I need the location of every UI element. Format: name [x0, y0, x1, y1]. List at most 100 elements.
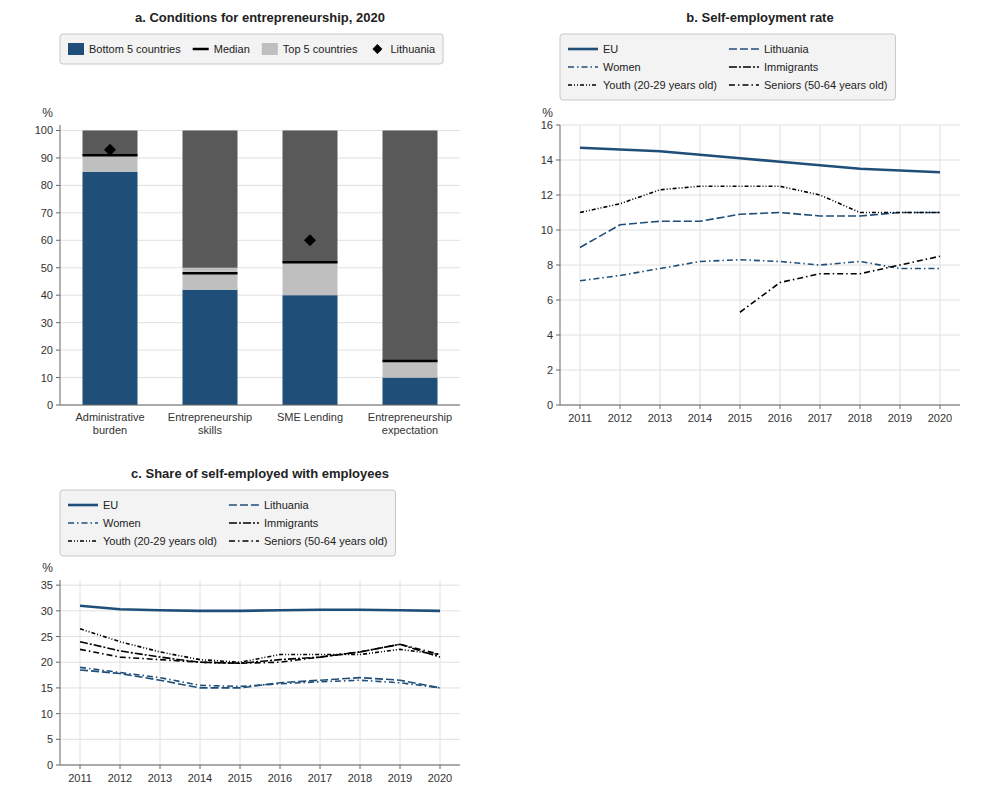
line [80, 667, 440, 688]
tick-label: 2018 [848, 412, 872, 424]
tick-mark [360, 765, 361, 769]
tick-mark [556, 405, 560, 406]
tick-mark [56, 295, 60, 296]
tick-mark [556, 370, 560, 371]
category-label: SME Lending [277, 411, 343, 423]
grid-line [440, 580, 441, 765]
category-label-line: skills [198, 424, 222, 436]
bar [283, 295, 338, 405]
legend-label: Top 5 countries [283, 43, 358, 55]
tick-label: 40 [41, 289, 53, 301]
category-label-line: Entrepreneurship [168, 411, 252, 423]
bar [383, 378, 438, 405]
tick-label: 10 [541, 224, 553, 236]
line [80, 642, 440, 664]
line [80, 644, 440, 663]
tick-label: 35 [41, 579, 53, 591]
grid-line [580, 125, 581, 405]
legend-label: Women [603, 61, 641, 73]
legend-swatch [262, 43, 278, 55]
tick-label: 10 [41, 708, 53, 720]
panel: a. Conditions for entrepreneurship, 2020… [35, 10, 460, 436]
tick-label: 2020 [428, 772, 452, 784]
bar [83, 172, 138, 405]
axis-line [60, 125, 61, 405]
tick-mark [56, 610, 60, 611]
line [580, 213, 940, 248]
bar [283, 130, 338, 262]
legend-label: Bottom 5 countries [89, 43, 181, 55]
legend-label: EU [603, 43, 618, 55]
tick-mark [660, 405, 661, 409]
axis-label: % [542, 106, 553, 120]
tick-label: 2016 [768, 412, 792, 424]
legend-swatch [729, 84, 759, 86]
legend-swatch [68, 504, 98, 507]
marker [104, 144, 116, 156]
tick-label: 15 [41, 682, 53, 694]
legend-box [560, 34, 895, 100]
legend-label: Immigrants [764, 61, 819, 73]
legend-swatch [68, 522, 98, 524]
category-label-line: Entrepreneurship [368, 411, 452, 423]
tick-label: 60 [41, 234, 53, 246]
axis-line [60, 580, 61, 765]
tick-mark [56, 377, 60, 378]
tick-label: 20 [41, 656, 53, 668]
tick-mark [556, 300, 560, 301]
bar [183, 130, 238, 267]
bar [183, 290, 238, 405]
median-line [283, 261, 338, 264]
tick-mark [56, 405, 60, 406]
grid-line [200, 580, 201, 765]
tick-label: 0 [47, 759, 53, 771]
tick-label: 2 [547, 364, 553, 376]
tick-mark [580, 405, 581, 409]
grid-line [240, 580, 241, 765]
tick-label: 70 [41, 207, 53, 219]
tick-label: 2013 [148, 772, 172, 784]
bar [83, 130, 138, 155]
bar [283, 262, 338, 295]
legend-box [60, 34, 443, 64]
tick-mark [56, 212, 60, 213]
line [580, 148, 940, 173]
tick-label: 2012 [608, 412, 632, 424]
tick-label: 16 [541, 119, 553, 131]
tick-label: 100 [35, 124, 53, 136]
tick-label: 30 [41, 605, 53, 617]
tick-label: 5 [47, 733, 53, 745]
grid-line [160, 580, 161, 765]
legend-label: Median [214, 43, 250, 55]
grid-line [740, 125, 741, 405]
grid-line [560, 405, 960, 406]
grid-line [320, 580, 321, 765]
axis-line [560, 125, 561, 405]
tick-label: 2019 [388, 772, 412, 784]
legend-label: EU [103, 499, 118, 511]
axis-label: % [42, 106, 53, 120]
category-label: Entrepreneurshipskills [168, 411, 252, 436]
legend-swatch [568, 48, 598, 51]
legend-swatch [229, 504, 259, 506]
tick-label: 2017 [308, 772, 332, 784]
tick-mark [556, 265, 560, 266]
grid-line [60, 405, 460, 406]
grid-line [620, 125, 621, 405]
tick-mark [56, 713, 60, 714]
legend-swatch [68, 43, 84, 55]
tick-mark [700, 405, 701, 409]
category-label-line: expectation [382, 424, 438, 436]
tick-mark [56, 636, 60, 637]
legend-label: Lithuania [264, 499, 310, 511]
title: b. Self-employment rate [686, 10, 833, 25]
tick-label: 0 [547, 399, 553, 411]
tick-mark [280, 765, 281, 769]
legend-box [60, 490, 395, 556]
tick-mark [320, 765, 321, 769]
title: c. Share of self-employed with employees [131, 466, 389, 481]
grid-line [820, 125, 821, 405]
category-label-line: SME Lending [277, 411, 343, 423]
axis-label: % [42, 561, 53, 575]
tick-mark [820, 405, 821, 409]
